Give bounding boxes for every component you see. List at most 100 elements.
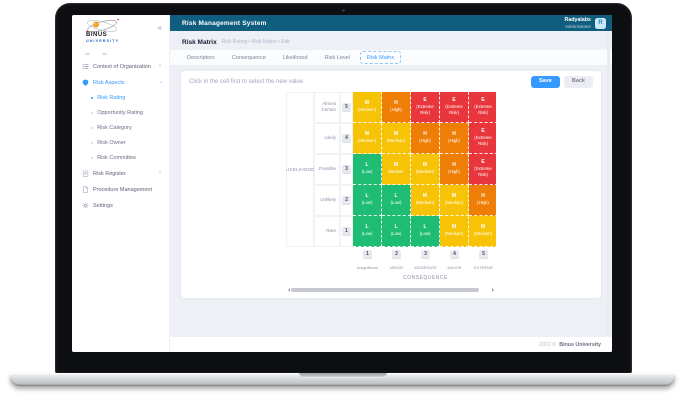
sidebar-item-label: Risk Aspects bbox=[93, 79, 125, 86]
list-icon bbox=[82, 63, 89, 70]
consequence-value-cell: 5 bbox=[469, 247, 496, 263]
risk-code: M bbox=[480, 223, 486, 230]
likelihood-value-badge: 2 bbox=[342, 195, 351, 205]
risk-code: L bbox=[365, 161, 369, 168]
matrix-cell-l2-c1[interactable]: L (Low) bbox=[353, 184, 382, 216]
risk-code: M bbox=[422, 192, 428, 199]
matrix-cell-l4-c5[interactable]: E (Extreme Risk) bbox=[469, 122, 496, 154]
tab-descriptors[interactable]: Descriptors bbox=[187, 54, 215, 61]
matrix-cell-l5-c3[interactable]: E (Extreme Risk) bbox=[411, 91, 440, 123]
matrix-cell-l1-c1[interactable]: L (Low) bbox=[353, 215, 382, 247]
sidebar: BINUS UNIVERSITY « Context of Organizati… bbox=[72, 15, 170, 352]
risk-level-label: (High) bbox=[390, 106, 402, 112]
risk-level-label: (Extreme Risk) bbox=[474, 165, 492, 177]
vertical-scrollbar[interactable] bbox=[607, 33, 610, 335]
sidebar-collapse-icon[interactable]: « bbox=[157, 23, 162, 32]
laptop-screen-bezel: BINUS UNIVERSITY « Context of Organizati… bbox=[55, 3, 632, 374]
matrix-cell-l4-c2[interactable]: M (Medium) bbox=[382, 122, 411, 154]
sidebar-subitem-label: Risk Owner bbox=[97, 140, 126, 146]
consequence-col-label: Insignificant bbox=[356, 265, 379, 270]
risk-code: H bbox=[481, 192, 485, 199]
likelihood-value-badge: 5 bbox=[342, 102, 351, 112]
matrix-cell-l5-c1[interactable]: M (Medium) bbox=[353, 91, 382, 123]
likelihood-row-label: Almost Certain bbox=[314, 91, 340, 123]
consequence-axis-label: CONSEQUENCE bbox=[403, 274, 448, 281]
risk-code: L bbox=[423, 223, 427, 230]
likelihood-value-cell: 4 bbox=[340, 122, 353, 154]
likelihood-value-badge: 4 bbox=[342, 133, 351, 143]
chevron-right-icon: › bbox=[158, 62, 161, 70]
matrix-viewport: LIKELIHOOD Almost Certain 5 M (Medium) H (High… bbox=[286, 91, 496, 285]
tab-likelihood[interactable]: Likelihood bbox=[282, 54, 308, 61]
matrix-cell-l2-c4[interactable]: M (Medium) bbox=[440, 184, 469, 216]
matrix-cell-l4-c1[interactable]: M (Medium) bbox=[353, 122, 382, 154]
sidebar-item-context-of-organization[interactable]: Context of Organization › bbox=[72, 59, 169, 75]
laptop-base bbox=[10, 373, 675, 386]
sidebar-item-risk-register[interactable]: Risk Register › bbox=[72, 166, 169, 182]
risk-code: M bbox=[451, 192, 457, 199]
bullet-icon bbox=[91, 126, 94, 130]
matrix-cell-l2-c3[interactable]: M (Medium) bbox=[411, 184, 440, 216]
horizontal-scrollbar-thumb[interactable] bbox=[291, 287, 479, 292]
sidebar-subitem-label: Risk Category bbox=[97, 125, 132, 131]
risk-code: L bbox=[394, 192, 398, 199]
risk-code: M bbox=[422, 161, 428, 168]
sidebar-menu: Context of Organization › Risk Aspects › Ris… bbox=[72, 59, 169, 214]
sidebar-item-risk-aspects[interactable]: Risk Aspects › bbox=[72, 75, 169, 91]
scroll-right-arrow-icon[interactable] bbox=[492, 287, 496, 292]
instruction-text: Click in the cell first to select the ne… bbox=[189, 78, 304, 85]
matrix-cell-l2-c2[interactable]: L (Low) bbox=[382, 184, 411, 216]
bullet-icon bbox=[91, 111, 94, 115]
matrix-cell-l1-c3[interactable]: L (Low) bbox=[411, 215, 440, 247]
risk-level-label: (Medium) bbox=[473, 230, 493, 236]
consequence-col-label: EXTREME bbox=[473, 265, 494, 270]
sidebar-subitem-risk-category[interactable]: Risk Category bbox=[72, 121, 169, 136]
back-button[interactable]: Back bbox=[563, 76, 593, 88]
risk-level-label: (Low) bbox=[361, 168, 373, 174]
matrix-cell-l5-c2[interactable]: H (High) bbox=[382, 91, 411, 123]
scroll-left-arrow-icon[interactable] bbox=[286, 287, 290, 292]
matrix-cell-l4-c4[interactable]: H (High) bbox=[440, 122, 469, 154]
sidebar-item-procedure-management[interactable]: Procedure Management bbox=[72, 182, 169, 198]
risk-level-label: (Extreme Risk) bbox=[445, 103, 463, 115]
sidebar-subitem-risk-rating[interactable]: Risk Rating bbox=[72, 91, 169, 106]
risk-level-label: (Medium) bbox=[357, 106, 377, 112]
tab-risk-matrix[interactable]: Risk Matrix bbox=[359, 51, 402, 64]
matrix-cell-l1-c2[interactable]: L (Low) bbox=[382, 215, 411, 247]
save-button[interactable]: Save bbox=[530, 76, 560, 88]
risk-code: L bbox=[365, 192, 369, 199]
likelihood-row-label: Possible bbox=[314, 153, 340, 185]
app-title: Risk Management System bbox=[182, 19, 267, 27]
risk-level-label: (Low) bbox=[361, 230, 373, 236]
risk-level-label: (High) bbox=[448, 168, 460, 174]
sidebar-item-settings[interactable]: Settings bbox=[72, 198, 169, 214]
matrix-cell-l1-c4[interactable]: M (Medium) bbox=[440, 215, 469, 247]
bullet-icon bbox=[91, 96, 94, 100]
consequence-value-cell: 4 bbox=[440, 247, 469, 263]
sidebar-subitem-risk-committee[interactable]: Risk Committee bbox=[72, 151, 169, 166]
matrix-cell-l4-c3[interactable]: H (High) bbox=[411, 122, 440, 154]
tab-risk-level[interactable]: Risk Level bbox=[324, 54, 350, 61]
matrix-cell-l3-c1[interactable]: L (Low) bbox=[353, 153, 382, 185]
sidebar-subitem-opportunity-rating[interactable]: Opportunity Rating bbox=[72, 106, 169, 121]
tab-consequence[interactable]: Consequence bbox=[231, 54, 266, 61]
sidebar-subitem-risk-owner[interactable]: Risk Owner bbox=[72, 136, 169, 151]
user-avatar[interactable]: R bbox=[595, 17, 606, 29]
risk-code: H bbox=[394, 99, 398, 106]
sidebar-subitem-label: Opportunity Rating bbox=[97, 110, 144, 116]
file-icon bbox=[82, 186, 89, 193]
matrix-cell-l2-c5[interactable]: H (High) bbox=[469, 184, 496, 216]
matrix-cell-l5-c5[interactable]: E (Extreme Risk) bbox=[469, 91, 496, 123]
matrix-cell-l1-c5[interactable]: M (Medium) bbox=[469, 215, 496, 247]
page-title: Risk Matrix bbox=[182, 38, 217, 46]
matrix-cell-l3-c5[interactable]: E (Extreme Risk) bbox=[469, 153, 496, 185]
risk-code: H bbox=[452, 161, 456, 168]
matrix-cell-l3-c3[interactable]: M (Medium) bbox=[411, 153, 440, 185]
risk-code: L bbox=[365, 223, 369, 230]
matrix-cell-l3-c4[interactable]: H (High) bbox=[440, 153, 469, 185]
horizontal-scrollbar[interactable] bbox=[286, 287, 496, 293]
footer: 2022 © Binus University bbox=[170, 337, 612, 352]
matrix-cell-l5-c4[interactable]: E (Extreme Risk) bbox=[440, 91, 469, 123]
risk-level-label: (Extreme Risk) bbox=[474, 103, 492, 115]
matrix-cell-l3-c2[interactable]: M Medium bbox=[382, 153, 411, 185]
